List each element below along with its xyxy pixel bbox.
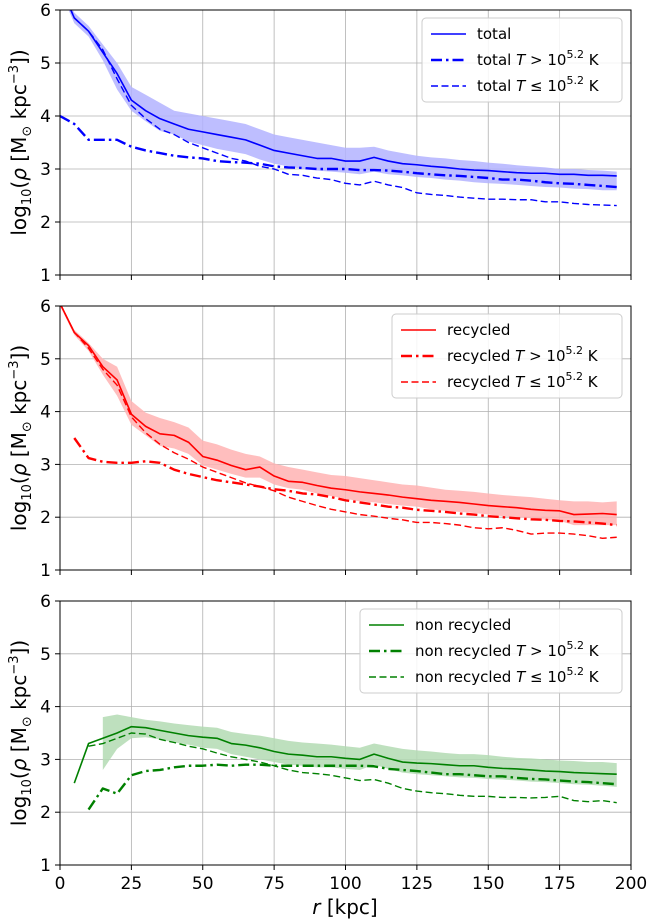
legend-box — [359, 608, 623, 694]
y-tick-label: 3 — [40, 750, 51, 770]
y-tick-label: 5 — [40, 54, 51, 74]
y-tick-label: 5 — [40, 350, 51, 370]
y-tick-label: 2 — [40, 508, 51, 528]
x-tick-label: 75 — [263, 874, 285, 894]
panel-1: 1 2 3 4 5 6 log10(ρ [M⊙ kpc−3]) total total T > … — [7, 1, 632, 286]
x-axis-label: r [kpc] — [312, 895, 377, 919]
x-tick-label: 125 — [401, 874, 433, 894]
legend-label: total T ≤ 105.2 K — [477, 74, 600, 95]
y-tick-label: 6 — [40, 592, 51, 612]
legend-label: non recycled T > 105.2 K — [415, 639, 600, 660]
x-tick-label: 0 — [55, 874, 66, 894]
y-tick-label: 3 — [40, 455, 51, 475]
legend: recycled recycled T > 105.2 K recycled T ≤… — [391, 313, 623, 399]
series-line-dashdot — [73, 437, 617, 527]
x-tick-label: 50 — [192, 874, 214, 894]
x-tick-label: 100 — [329, 874, 361, 894]
y-tick-label: 6 — [40, 1, 51, 21]
x-tick-label: 150 — [472, 874, 504, 894]
series-line-dashdot — [87, 763, 617, 811]
y-tick-label: 6 — [40, 297, 51, 317]
uncertainty-band — [68, 10, 617, 191]
y-tick-label: 2 — [40, 803, 51, 823]
x-tick-label: 175 — [543, 874, 575, 894]
legend-box — [391, 313, 623, 399]
y-tick-label: 4 — [40, 107, 51, 127]
legend-label: total — [477, 25, 511, 43]
legend-label: non recycled — [415, 616, 511, 634]
y-axis-label: log10(ρ [M⊙ kpc−3]) — [7, 640, 35, 826]
y-axis-label: log10(ρ [M⊙ kpc−3]) — [7, 49, 35, 235]
legend-label: non recycled T ≤ 105.2 K — [415, 665, 600, 686]
y-tick-label: 5 — [40, 645, 51, 665]
series-line-dashdot — [60, 114, 617, 189]
uncertainty-band — [102, 714, 617, 787]
y-tick-label: 2 — [40, 213, 51, 233]
series-line-solid — [69, 10, 617, 177]
y-tick-label: 1 — [40, 561, 51, 581]
legend-label: recycled T ≤ 105.2 K — [447, 370, 599, 391]
y-tick-label: 3 — [40, 160, 51, 180]
x-tick-label: 25 — [121, 874, 143, 894]
plot-content — [73, 714, 617, 811]
legend: non recycled non recycled T > 105.2 K non … — [359, 608, 623, 694]
legend-label: recycled T > 105.2 K — [447, 344, 599, 365]
series-line-solid — [73, 725, 617, 784]
y-tick-label: 4 — [40, 403, 51, 423]
x-tick-label: 200 — [615, 874, 647, 894]
y-axis-label: log10(ρ [M⊙ kpc−3]) — [7, 345, 35, 531]
y-tick-label: 1 — [40, 856, 51, 876]
y-tick-label: 1 — [40, 266, 51, 286]
series-line-solid — [60, 306, 617, 516]
uncertainty-band — [60, 306, 617, 526]
plot-content — [60, 10, 617, 207]
panel-3: 1 2 3 4 5 6 0 25 50 75 100 125 150 175 200 log10(ρ [M⊙ … — [7, 592, 647, 894]
legend-label: total T > 105.2 K — [477, 48, 600, 69]
legend-label: recycled — [447, 321, 510, 339]
legend: total total T > 105.2 K total T ≤ 105.2 K — [421, 17, 623, 103]
plot-content — [60, 306, 617, 540]
legend-box — [421, 17, 623, 103]
series-line-dashed — [70, 10, 617, 207]
y-tick-label: 4 — [40, 698, 51, 718]
